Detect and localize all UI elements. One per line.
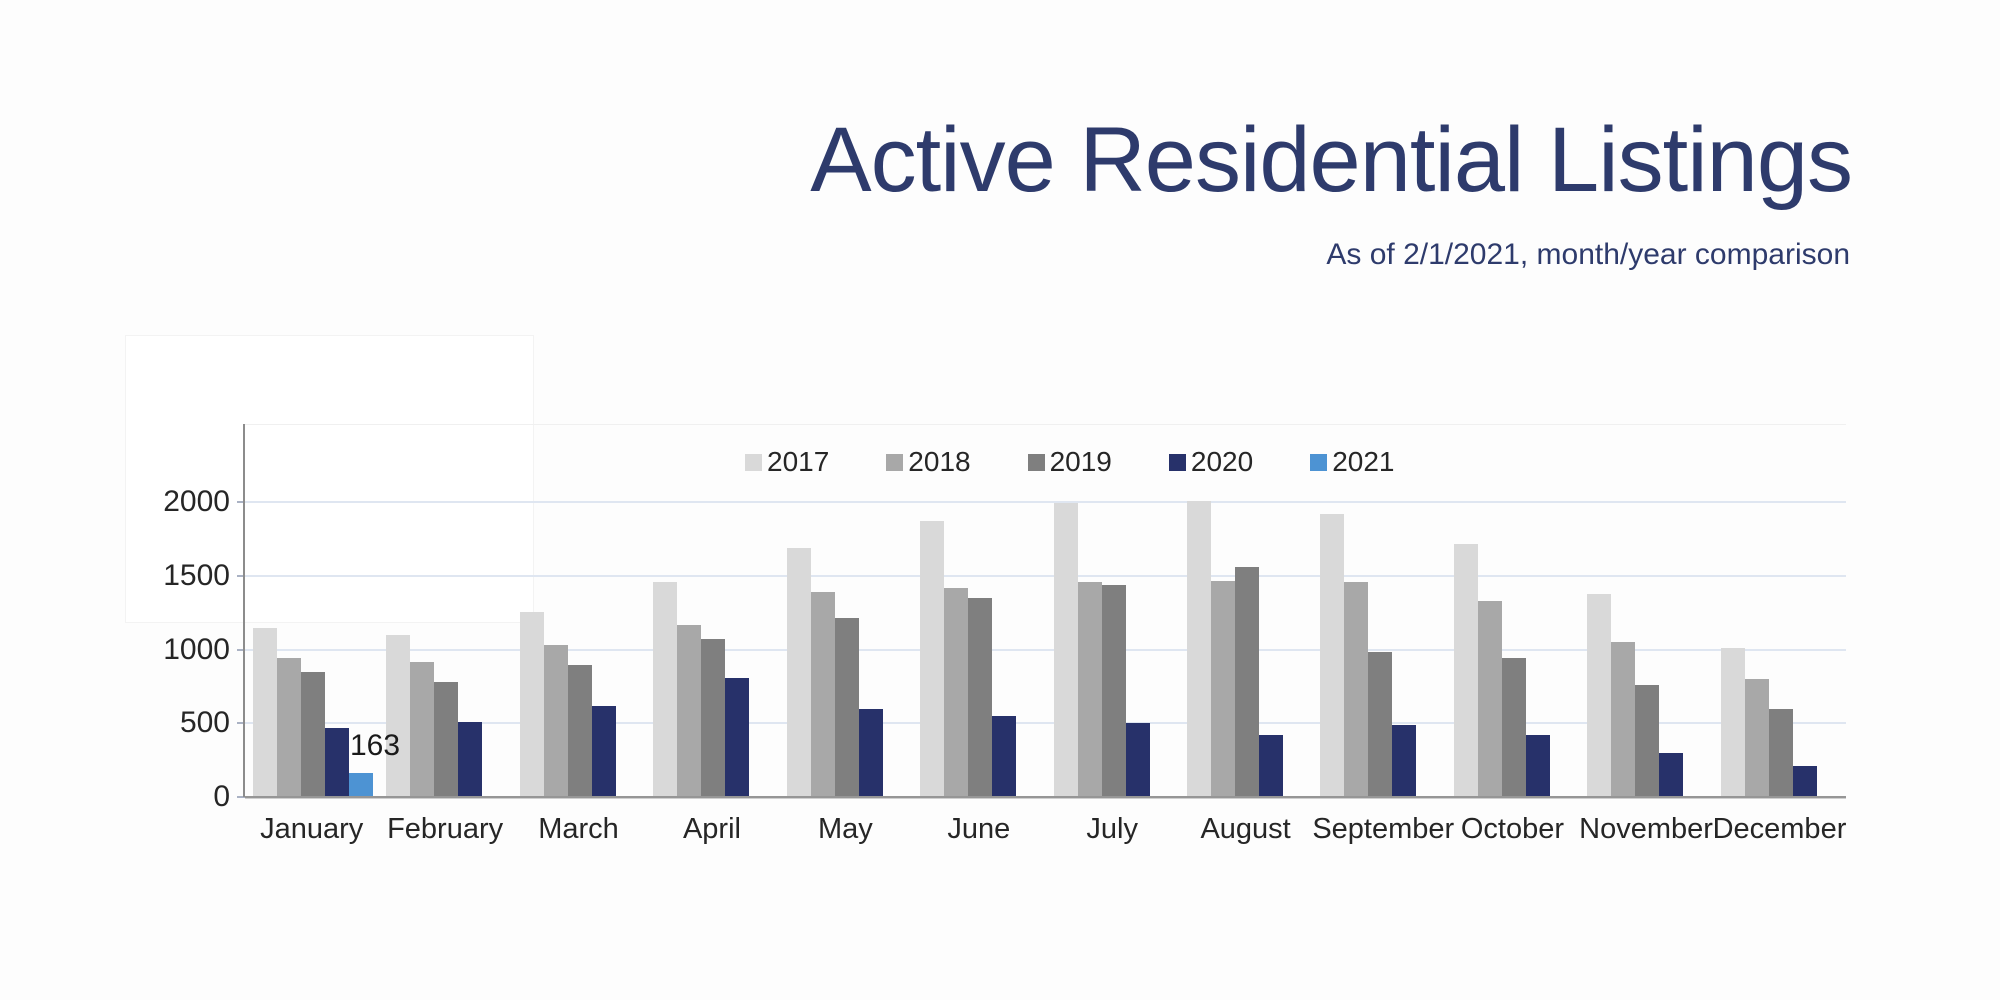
- x-axis-label-december: December: [1712, 813, 1847, 845]
- gridline-500: [245, 722, 1846, 725]
- bar-june-2020: [992, 715, 1017, 797]
- page-subtitle: As of 2/1/2021, month/year comparison: [1326, 238, 1850, 271]
- bar-september-2018: [1344, 581, 1369, 797]
- x-axis-baseline: [245, 796, 1846, 799]
- bar-july-2017: [1053, 503, 1078, 797]
- x-axis-label-april: April: [682, 813, 741, 845]
- y-tick-label-1000: 1000: [163, 632, 230, 666]
- bar-may-2017: [786, 548, 811, 797]
- bar-april-2017: [653, 581, 678, 797]
- y-axis-tick: [237, 501, 245, 503]
- x-axis-label-february: February: [387, 813, 504, 845]
- gridline-1500: [245, 574, 1846, 577]
- bar-january-2017: [253, 628, 277, 797]
- bar-june-2017: [920, 521, 945, 797]
- bar-august-2018: [1210, 580, 1235, 797]
- bar-october-2020: [1525, 735, 1550, 797]
- legend-item-2021: 2021: [1310, 446, 1394, 478]
- y-tick-label-1500: 1500: [163, 558, 230, 592]
- y-axis-line: [243, 424, 245, 797]
- y-axis-tick: [237, 648, 245, 651]
- data-label-january-2021: 163: [350, 728, 401, 762]
- legend-swatch-2018: [886, 453, 904, 471]
- bar-june-2018: [944, 588, 969, 797]
- legend-label-2018: 2018: [908, 446, 971, 477]
- bar-october-2017: [1453, 544, 1478, 797]
- bar-august-2019: [1234, 567, 1259, 797]
- x-axis-label-july: July: [1086, 813, 1138, 845]
- x-axis-label-november: November: [1579, 813, 1713, 845]
- bar-december-2020: [1792, 766, 1817, 797]
- bar-march-2020: [591, 705, 616, 797]
- y-tick-label-2000: 2000: [163, 485, 230, 518]
- bar-july-2019: [1101, 585, 1126, 797]
- y-axis-tick: [237, 796, 245, 798]
- x-axis-label-june: June: [947, 813, 1011, 845]
- bar-december-2018: [1744, 679, 1769, 797]
- legend-swatch-2019: [1027, 453, 1045, 471]
- bar-june-2019: [968, 598, 993, 797]
- gridline-2000: [245, 501, 1846, 503]
- bar-august-2020: [1258, 735, 1283, 797]
- bar-september-2020: [1392, 725, 1417, 797]
- x-axis-label-october: October: [1460, 813, 1565, 845]
- bar-november-2018: [1611, 641, 1636, 797]
- bar-november-2017: [1587, 594, 1612, 797]
- bar-december-2017: [1720, 647, 1745, 797]
- x-axis-label-may: May: [817, 813, 873, 845]
- bar-february-2017: [386, 635, 411, 797]
- bar-march-2019: [567, 665, 592, 797]
- bar-october-2019: [1501, 658, 1526, 797]
- x-axis-label-september: September: [1312, 813, 1455, 845]
- bar-may-2020: [858, 708, 883, 797]
- x-axis-label-august: August: [1200, 813, 1291, 845]
- gridline-1000: [245, 648, 1846, 651]
- bar-may-2018: [810, 591, 835, 797]
- legend-label-2019: 2019: [1049, 446, 1112, 477]
- bar-october-2018: [1477, 600, 1502, 797]
- bar-july-2020: [1125, 722, 1150, 797]
- legend-swatch-2020: [1168, 453, 1186, 471]
- chart-legend: 2017 2018 2019 2020 2021: [745, 446, 1394, 478]
- bar-january-2021: [349, 772, 373, 797]
- bar-may-2019: [834, 617, 859, 797]
- bar-january-2019: [301, 671, 325, 797]
- y-tick-label-500: 500: [179, 706, 230, 740]
- bar-february-2018: [410, 661, 435, 797]
- legend-item-2018: 2018: [886, 446, 971, 478]
- bar-august-2017: [1186, 501, 1211, 797]
- legend-swatch-2021: [1310, 453, 1328, 471]
- bar-april-2020: [725, 678, 750, 797]
- legend-item-2020: 2020: [1168, 446, 1254, 478]
- legend-item-2017: 2017: [745, 446, 829, 478]
- bar-december-2019: [1768, 709, 1793, 797]
- bar-march-2018: [543, 645, 568, 797]
- legend-label-2017: 2017: [767, 446, 830, 477]
- bar-november-2019: [1635, 685, 1660, 797]
- y-axis-tick: [237, 722, 245, 725]
- bar-july-2018: [1077, 581, 1102, 797]
- legend-label-2021: 2021: [1332, 446, 1395, 477]
- page-title: Active Residential Listings: [810, 109, 1853, 211]
- y-tick-label-0: 0: [213, 780, 230, 813]
- plot-top-border: [245, 424, 1846, 425]
- bar-april-2019: [701, 638, 726, 797]
- bar-september-2017: [1320, 513, 1345, 797]
- bar-april-2018: [677, 624, 702, 797]
- legend-item-2019: 2019: [1027, 446, 1112, 478]
- bar-september-2019: [1368, 651, 1393, 797]
- bar-january-2018: [277, 658, 301, 797]
- y-axis-tick: [237, 574, 245, 577]
- legend-swatch-2017: [745, 453, 762, 471]
- bar-february-2019: [434, 681, 459, 797]
- bar-january-2020: [325, 728, 349, 797]
- legend-label-2020: 2020: [1190, 446, 1254, 477]
- bar-february-2020: [458, 721, 483, 797]
- x-axis-label-march: March: [538, 813, 619, 845]
- bar-march-2017: [519, 611, 544, 797]
- bar-november-2020: [1659, 753, 1684, 797]
- x-axis-label-january: January: [260, 813, 364, 845]
